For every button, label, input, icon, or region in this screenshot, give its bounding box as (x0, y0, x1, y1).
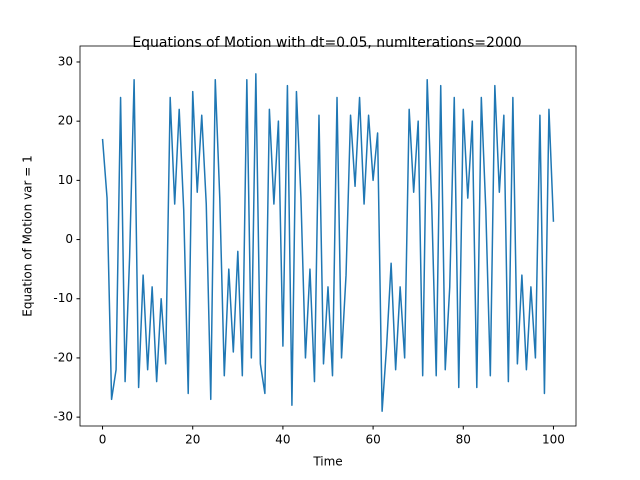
plot-frame (79, 45, 577, 427)
y-tick-label: 10 (58, 173, 73, 187)
x-tick-label: 20 (185, 433, 200, 447)
x-tick-label: 100 (542, 433, 565, 447)
y-tick-label: -20 (53, 350, 73, 364)
x-tick-label: 0 (99, 433, 107, 447)
x-tick-label: 60 (365, 433, 380, 447)
y-axis-label: Equation of Motion var = 1 (21, 155, 35, 317)
y-tick-label: -10 (53, 291, 73, 305)
y-tick-label: 20 (58, 114, 73, 128)
y-tick-label: -30 (53, 410, 73, 424)
y-tick-label: 30 (58, 54, 73, 68)
data-line (101, 73, 555, 412)
x-tick-label: 80 (456, 433, 471, 447)
x-axis-label: Time (312, 455, 342, 469)
x-tick-label: 40 (275, 433, 290, 447)
chart-title: Equations of Motion with dt=0.05, numIte… (132, 35, 521, 51)
y-tick-label: 0 (65, 232, 73, 246)
